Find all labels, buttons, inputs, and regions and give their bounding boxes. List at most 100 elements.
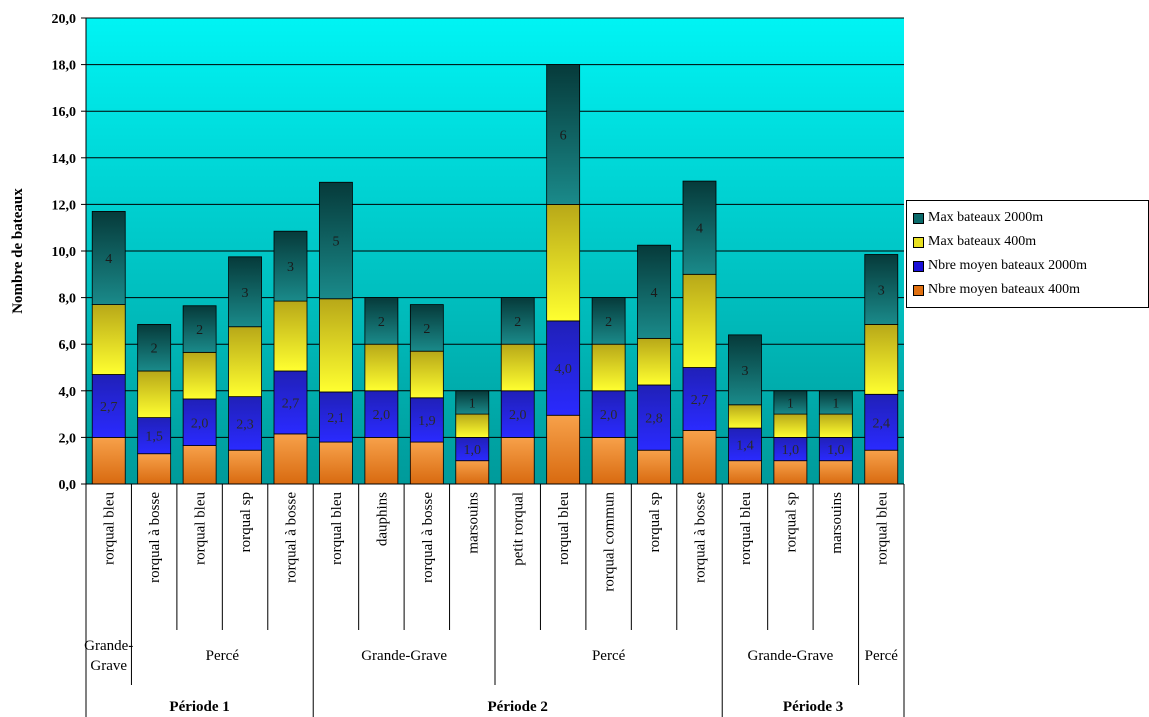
legend-label-max-2000m: Max bateaux 2000m	[928, 210, 1044, 225]
bar-segment-moyen-400m	[728, 460, 762, 485]
legend-item-max-400m: Max bateaux 400m	[913, 230, 1148, 254]
x-category-label: rorqual bleu	[738, 492, 754, 565]
data-label-moyen-2000m: 1,4	[736, 438, 754, 453]
bar-segment-max-400m	[364, 343, 399, 392]
data-label-max-2000m: 3	[242, 286, 249, 301]
period-group-label: Période 3	[783, 699, 843, 715]
bar-segment-moyen-2000m	[182, 398, 217, 446]
y-tick-label: 14,0	[52, 152, 77, 167]
legend-item-moyen-400m: Nbre moyen bateaux 400m	[913, 278, 1148, 302]
bar-segment-moyen-2000m	[864, 393, 899, 451]
bar-segment-moyen-400m	[228, 449, 262, 485]
data-label-max-2000m: 2	[196, 323, 203, 338]
data-label-moyen-2000m: 2,4	[873, 416, 891, 431]
bar-segment-moyen-400m	[182, 445, 217, 485]
location-group-label: Grande-Grave	[84, 638, 133, 674]
data-label-max-2000m: 3	[287, 260, 294, 275]
bar-segment-moyen-400m	[500, 436, 535, 485]
bar-segment-max-400m	[455, 413, 490, 438]
bar-segment-moyen-400m	[637, 449, 671, 485]
bar-segment-max-400m	[137, 370, 172, 418]
bar-segment-max-400m	[773, 413, 808, 438]
period-group-label: Période 1	[169, 699, 229, 715]
data-label-moyen-2000m: 2,3	[236, 417, 254, 432]
bar-segment-moyen-400m	[864, 449, 899, 485]
bar-segment-max-2000m	[319, 181, 353, 300]
x-category-label: marsouins	[465, 492, 481, 554]
bar-segment-max-400m	[591, 343, 626, 392]
x-category-label: rorqual bleu	[193, 492, 209, 565]
bar-segment-max-400m	[319, 298, 353, 393]
x-category-label: rorqual commun	[602, 492, 618, 592]
location-group-label: Percé	[206, 648, 240, 664]
bar-segment-moyen-2000m	[728, 427, 762, 462]
bar-segment-max-400m	[682, 273, 717, 368]
legend-label-moyen-2000m: Nbre moyen bateaux 2000m	[928, 258, 1088, 273]
bar-segment-moyen-400m	[773, 460, 808, 485]
data-label-moyen-2000m: 1,0	[464, 443, 482, 458]
legend-label-moyen-400m: Nbre moyen bateaux 400m	[928, 282, 1081, 297]
data-label-max-2000m: 4	[696, 222, 703, 237]
bar-segment-moyen-400m	[273, 433, 308, 485]
bar-segment-max-400m	[864, 323, 899, 395]
bar-segment-max-400m	[228, 326, 262, 398]
bar-segment-moyen-2000m	[682, 367, 717, 431]
bar-segment-moyen-400m	[364, 436, 399, 485]
y-tick-label: 8,0	[59, 292, 77, 307]
data-label-max-2000m: 2	[151, 342, 158, 357]
data-label-moyen-2000m: 2,1	[327, 411, 345, 426]
y-tick-label: 10,0	[52, 245, 77, 260]
data-label-moyen-2000m: 1,0	[827, 443, 845, 458]
x-category-label: marsouins	[829, 492, 845, 554]
bar-segment-max-2000m	[455, 390, 490, 415]
data-label-max-2000m: 2	[423, 322, 430, 337]
bar-segment-moyen-2000m	[137, 417, 172, 455]
data-label-max-2000m: 4	[651, 286, 658, 301]
bar-segment-max-2000m	[364, 297, 399, 345]
data-label-moyen-2000m: 2,0	[191, 416, 209, 431]
bar-segment-moyen-2000m	[409, 397, 444, 443]
legend-swatch-max-400m	[913, 236, 924, 248]
data-label-max-2000m: 2	[605, 315, 612, 330]
bar-segment-moyen-2000m	[637, 384, 671, 451]
period-group-label: Période 2	[488, 699, 548, 715]
location-group-label: Grande-Grave	[747, 648, 833, 664]
x-category-label: rorqual sp	[647, 492, 663, 552]
data-label-moyen-2000m: 1,5	[145, 430, 163, 445]
bar-segment-moyen-2000m	[91, 374, 126, 438]
bar-segment-max-2000m	[682, 180, 717, 275]
bar-segment-max-400m	[409, 350, 444, 399]
data-label-moyen-2000m: 1,9	[418, 414, 436, 429]
bar-segment-max-2000m	[591, 297, 626, 345]
data-label-max-2000m: 4	[105, 252, 112, 267]
data-label-max-2000m: 1	[469, 396, 476, 411]
x-category-label: rorqual bleu	[874, 492, 890, 565]
data-label-moyen-2000m: 2,7	[100, 400, 118, 415]
bar-segment-max-2000m	[818, 390, 853, 415]
bar-segment-max-2000m	[91, 210, 126, 305]
x-category-label: rorqual bleu	[329, 492, 345, 565]
bar-segment-max-400m	[91, 304, 126, 375]
bar-segment-moyen-400m	[91, 436, 126, 485]
x-category-label: petit rorqual	[511, 492, 527, 566]
data-label-moyen-2000m: 2,0	[600, 408, 618, 423]
bar-segment-max-400m	[818, 413, 853, 438]
y-tick-label: 6,0	[59, 338, 77, 353]
legend-swatch-moyen-2000m	[913, 260, 924, 272]
location-group-label: Percé	[592, 648, 626, 664]
data-label-moyen-2000m: 1,0	[782, 443, 800, 458]
bar-segment-max-2000m	[273, 230, 308, 302]
bar-segment-max-2000m	[137, 323, 172, 372]
bar-segment-max-400m	[182, 351, 217, 400]
data-label-max-2000m: 3	[741, 364, 748, 379]
bar-segment-max-2000m	[773, 390, 808, 415]
data-label-max-2000m: 2	[514, 315, 521, 330]
bar-segment-max-400m	[728, 404, 762, 429]
data-label-moyen-2000m: 2,8	[645, 412, 663, 427]
x-category-label: dauphins	[374, 492, 390, 546]
bar-segment-moyen-400m	[591, 436, 626, 485]
bar-segment-moyen-2000m	[273, 370, 308, 435]
bar-segment-max-2000m	[728, 334, 762, 406]
bar-segment-max-2000m	[228, 256, 262, 328]
